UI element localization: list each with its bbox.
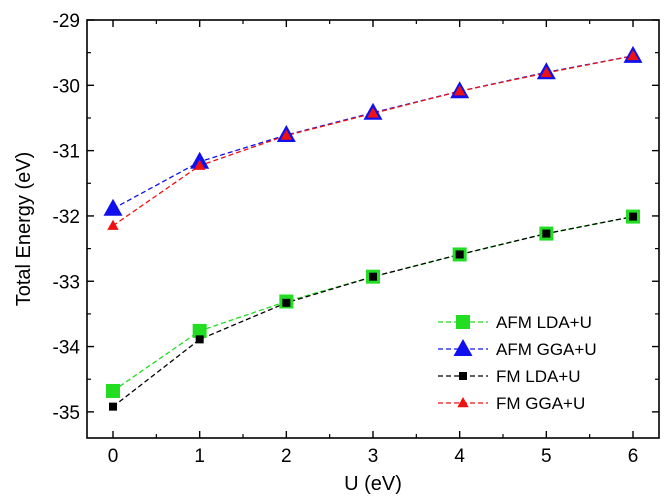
series-line-afm-lda-u bbox=[112, 215, 634, 392]
series-line-fm-gga-u bbox=[112, 55, 634, 227]
data-point-fm-gga-u bbox=[280, 129, 293, 140]
data-point-afm-lda-u bbox=[192, 323, 207, 338]
data-point-fm-gga-u bbox=[540, 66, 553, 78]
x-axis-label: U (eV) bbox=[344, 473, 402, 495]
x-tick-label: 0 bbox=[108, 446, 119, 467]
y-tick-label: -31 bbox=[53, 142, 80, 163]
y-axis-label: Total Energy (eV) bbox=[13, 152, 35, 307]
data-point-fm-lda-u bbox=[542, 229, 551, 238]
series-markers bbox=[103, 45, 643, 411]
data-point-fm-gga-u bbox=[627, 49, 639, 61]
data-point-fm-lda-u bbox=[629, 212, 637, 221]
legend-marker-fm-gga-u bbox=[457, 397, 469, 408]
legend: AFM LDA+U AFM GGA+U FM LDA+U FM GGA+U bbox=[438, 313, 597, 413]
y-tick-label: -34 bbox=[53, 338, 81, 359]
data-point-fm-lda-u bbox=[369, 272, 377, 281]
x-tick-label: 6 bbox=[628, 446, 639, 467]
y-tick-labels: -35 -34 -33 -32 -31 -30 -29 bbox=[53, 11, 81, 424]
y-tick-label: -33 bbox=[53, 272, 80, 293]
data-point-afm-gga-u bbox=[103, 198, 123, 216]
y-tick-label: -32 bbox=[53, 207, 80, 228]
x-tick-label: 5 bbox=[541, 446, 552, 467]
y-tick-label: -35 bbox=[53, 403, 80, 424]
data-point-fm-lda-u bbox=[282, 298, 291, 307]
x-tick-label: 2 bbox=[281, 446, 292, 467]
legend-label-afm-gga-u: AFM GGA+U bbox=[496, 340, 597, 359]
axis-ticks bbox=[87, 19, 659, 438]
data-point-fm-gga-u bbox=[107, 219, 119, 230]
legend-label-afm-lda-u: AFM LDA+U bbox=[496, 313, 592, 332]
legend-marker-fm-lda-u bbox=[459, 372, 467, 380]
y-tick-label: -29 bbox=[53, 11, 80, 32]
data-point-fm-lda-u bbox=[109, 402, 117, 411]
data-point-fm-lda-u bbox=[195, 335, 204, 344]
data-point-fm-gga-u bbox=[367, 107, 379, 118]
y-tick-label: -30 bbox=[53, 76, 80, 97]
x-tick-labels: 0 1 2 3 4 5 6 bbox=[108, 446, 639, 467]
x-tick-label: 4 bbox=[454, 446, 465, 467]
data-point-fm-gga-u bbox=[453, 85, 466, 96]
legend-marker-afm-lda-u bbox=[456, 315, 470, 329]
data-point-fm-lda-u bbox=[455, 250, 464, 259]
x-tick-label: 3 bbox=[368, 446, 379, 467]
data-point-afm-lda-u bbox=[106, 383, 120, 398]
legend-label-fm-gga-u: FM GGA+U bbox=[496, 394, 585, 413]
data-point-fm-gga-u bbox=[193, 159, 206, 170]
legend-label-fm-lda-u: FM LDA+U bbox=[496, 367, 581, 386]
x-tick-label: 1 bbox=[194, 446, 205, 467]
legend-marker-afm-gga-u bbox=[453, 339, 473, 356]
